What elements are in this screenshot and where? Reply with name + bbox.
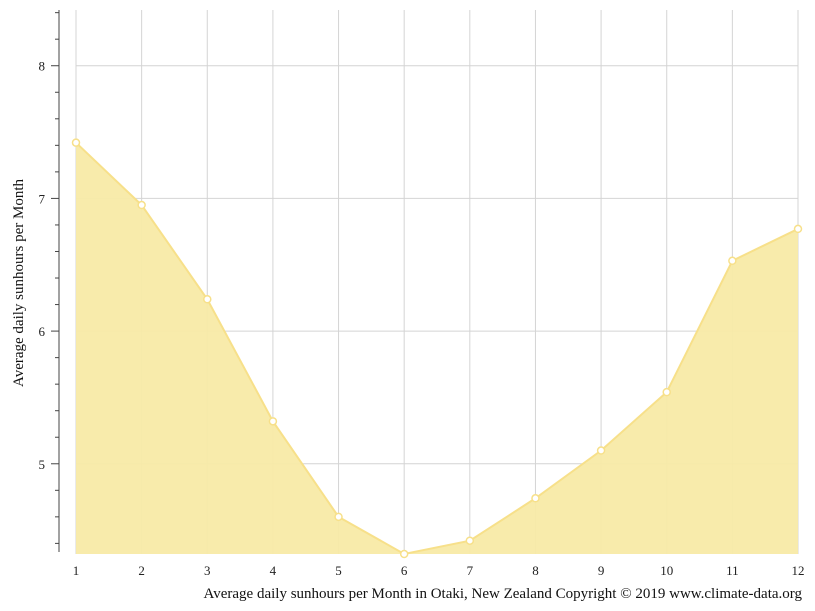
y-tick-label: 5: [39, 457, 46, 472]
chart-caption: Average daily sunhours per Month in Otak…: [204, 586, 803, 602]
x-tick-label: 8: [532, 563, 539, 578]
x-tick-labels: 1 2 3 4 5 6 7 8 9 10 11 12: [73, 563, 805, 578]
x-tick-label: 3: [204, 563, 211, 578]
points-layer: [71, 138, 803, 559]
data-point: [596, 446, 606, 455]
data-point: [203, 294, 212, 304]
y-tick-labels: 5 6 7 8: [39, 59, 46, 472]
x-tick-label: 11: [726, 563, 739, 578]
data-point: [71, 138, 81, 147]
y-tick-label: 6: [39, 324, 46, 339]
x-tick-label: 6: [401, 563, 408, 578]
y-axis: [51, 10, 60, 552]
data-point: [268, 417, 278, 426]
x-tick-label: 5: [335, 563, 342, 578]
area-fill: [76, 142, 798, 554]
x-tick-label: 7: [467, 563, 474, 578]
series-line: [75, 141, 799, 556]
data-point: [531, 494, 540, 503]
x-tick-label: 4: [270, 563, 277, 578]
data-point: [728, 256, 737, 266]
data-point: [334, 512, 343, 522]
x-tick-label: 2: [138, 563, 145, 578]
x-tick-label: 1: [73, 563, 80, 578]
data-point: [662, 387, 671, 397]
y-tick-label: 7: [39, 191, 46, 206]
area-layer: [75, 141, 799, 556]
y-axis-title: Average daily sunhours per Month: [11, 179, 27, 388]
x-tick-label: 10: [660, 563, 673, 578]
data-point: [465, 536, 475, 545]
x-tick-label: 9: [598, 563, 605, 578]
data-point: [399, 549, 409, 559]
data-point: [793, 224, 803, 234]
y-tick-label: 8: [39, 59, 46, 74]
data-point: [137, 200, 146, 210]
x-tick-label: 12: [792, 563, 805, 578]
